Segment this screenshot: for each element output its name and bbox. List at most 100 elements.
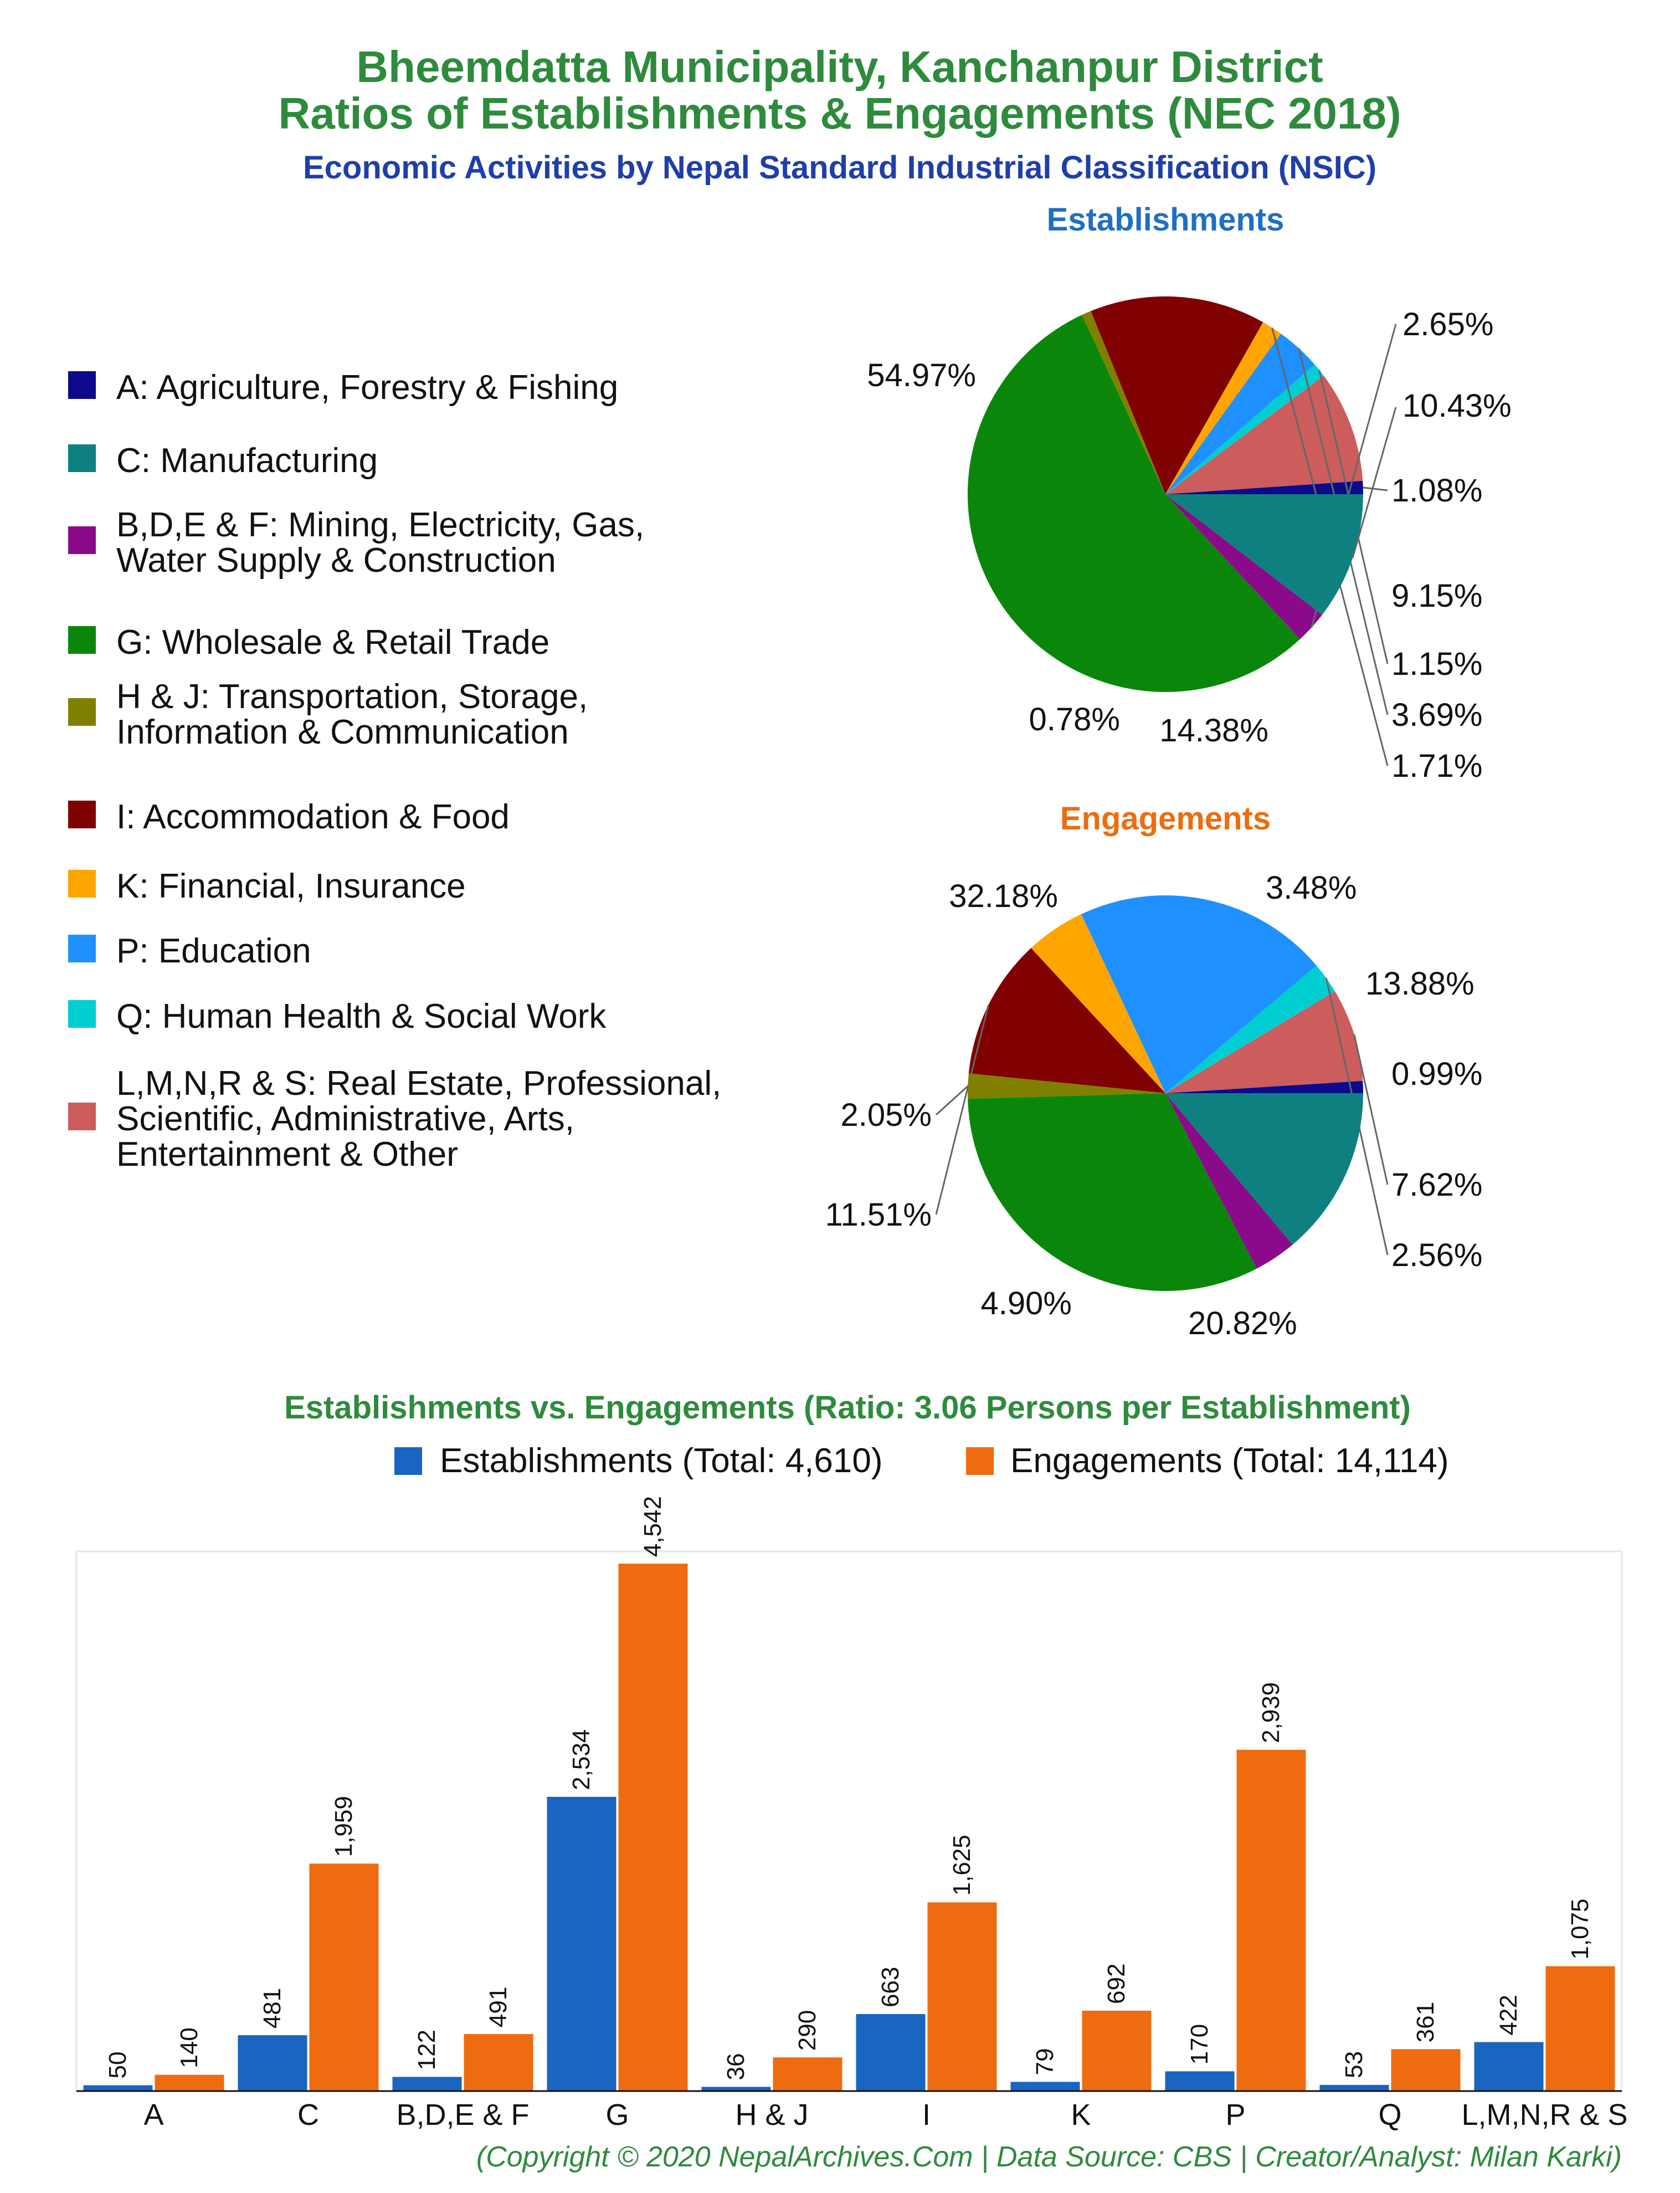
bar (155, 2074, 224, 2091)
bar (618, 1564, 688, 2091)
pie-slice (1165, 322, 1281, 494)
legend-label: G: Wholesale & Retail Trade (116, 623, 549, 662)
pie-slice (1081, 895, 1317, 1093)
legend-swatch (68, 626, 96, 654)
bar (1010, 2082, 1080, 2091)
pie-slice (1031, 914, 1165, 1093)
subtitle: Economic Activities by Nepal Standard In… (303, 150, 1376, 186)
pie-slice (1165, 965, 1335, 1093)
pie-leader-line (1353, 1034, 1389, 1185)
legend-swatch-establishments (394, 1447, 422, 1475)
x-tick-label: Q (1378, 2098, 1401, 2131)
x-tick-label: B,D,E & F (396, 2098, 529, 2131)
pie-establishments-title: Establishments (1047, 202, 1285, 238)
pie-slice (968, 1093, 1257, 1292)
pie-establishments: 1.08% 9.15% 1.15% 3.69% 1.71% 14.38% 0.78% 54.9… (867, 296, 1512, 784)
x-tick-label: K (1071, 2098, 1091, 2131)
legend-swatch (68, 1000, 96, 1028)
pie-percent-label: 32.18% (949, 878, 1058, 914)
bar (1474, 2042, 1544, 2091)
pie-slice (1165, 1093, 1293, 1269)
bar-value-label: 491 (485, 1987, 512, 2027)
legend-label: I: Accommodation & Food (116, 798, 510, 836)
x-tick-label: G (605, 2098, 629, 2131)
bar-value-label: 170 (1186, 2024, 1213, 2064)
pie-percent-label: 1.71% (1391, 748, 1482, 784)
bar (1391, 2049, 1461, 2091)
legend-swatch (68, 935, 96, 962)
pie-leader-line (1363, 486, 1388, 491)
bar-value-label: 361 (1412, 2002, 1439, 2042)
legend-swatch (68, 870, 96, 898)
footer-credit: (Copyright © 2020 NepalArchives.Com | Da… (476, 2141, 1622, 2173)
category-legend: A: Agriculture, Forestry & Fishing C: Man… (68, 368, 721, 1174)
bar-value-label: 2,534 (568, 1729, 595, 1790)
legend-swatch (68, 444, 96, 472)
legend-label: C: Manufacturing (116, 442, 378, 480)
bar (83, 2085, 153, 2091)
legend-swatch (68, 1103, 96, 1130)
pie-slice (968, 948, 1165, 1093)
pie-percent-label: 13.88% (1365, 966, 1475, 1002)
bar-value-label: 1,959 (330, 1796, 357, 1857)
pie-slice (968, 315, 1301, 693)
legend-label: H & J: Transportation, Storage, (116, 678, 588, 716)
bar (856, 2014, 926, 2091)
pie-percent-label: 7.62% (1391, 1167, 1482, 1203)
legend-label-establishments: Establishments (Total: 4,610) (440, 1442, 883, 1480)
pie-leader-line (1352, 407, 1397, 559)
x-tick-label: H & J (735, 2098, 808, 2131)
legend-label-engagements: Engagements (Total: 14,114) (1010, 1442, 1449, 1480)
legend-label: Scientific, Administrative, Arts, (116, 1100, 574, 1138)
bar (1319, 2084, 1389, 2091)
pie-leader-line (935, 1085, 969, 1116)
bar (547, 1796, 616, 2091)
bar (1236, 1750, 1306, 2091)
legend-swatch (68, 801, 96, 828)
bar-value-label: 79 (1031, 2048, 1059, 2075)
pie-percent-label: 0.78% (1029, 701, 1120, 737)
pie-slice (1082, 311, 1165, 494)
bar-value-label: 122 (413, 2030, 440, 2070)
pie-slice (1165, 1093, 1363, 1245)
legend-swatch (68, 698, 96, 726)
pie-percent-label: 14.38% (1159, 713, 1268, 749)
bar-value-label: 422 (1495, 1995, 1522, 2035)
bar-value-label: 140 (176, 2027, 203, 2068)
bar (701, 2087, 771, 2091)
bar-value-label: 4,542 (639, 1496, 666, 1557)
pie-percent-label: 10.43% (1402, 388, 1512, 424)
pie-percent-label: 54.97% (867, 357, 976, 393)
pie-slice (1165, 494, 1323, 639)
bar-value-label: 2,939 (1257, 1682, 1285, 1743)
legend-label: Water Supply & Construction (116, 541, 556, 580)
bar (464, 2034, 533, 2091)
legend-label: K: Financial, Insurance (116, 867, 466, 905)
main-title-line2: Ratios of Establishments & Engagements (… (278, 89, 1401, 138)
pie-percent-label: 2.65% (1402, 306, 1493, 342)
bar-value-label: 692 (1103, 1964, 1130, 2004)
x-tick-label: A (143, 2098, 163, 2131)
pie-slice (968, 1073, 1165, 1099)
bar (1082, 2010, 1152, 2091)
bar-value-label: 290 (794, 2010, 821, 2051)
bar-value-label: 36 (722, 2053, 749, 2081)
legend-label: P: Education (116, 932, 311, 970)
legend-label: B,D,E & F: Mining, Electricity, Gas, (116, 506, 644, 544)
bar-value-label: 50 (104, 2052, 131, 2079)
legend-swatch (68, 371, 96, 399)
pie-percent-label: 2.56% (1391, 1237, 1482, 1273)
bar-legend: Establishments (Total: 4,610) Engagement… (394, 1442, 1449, 1480)
main-title-line1: Bheemdatta Municipality, Kanchanpur Dist… (356, 42, 1323, 91)
legend-swatch-engagements (966, 1447, 994, 1475)
x-tick-label: L,M,N,R & S (1461, 2098, 1627, 2131)
x-tick-label: I (922, 2098, 931, 2131)
bar-value-label: 1,075 (1566, 1899, 1594, 1960)
pie-percent-label: 1.08% (1391, 473, 1482, 509)
pie-percent-label: 3.69% (1391, 697, 1482, 733)
bar (309, 1863, 379, 2091)
legend-label: L,M,N,R & S: Real Estate, Professional, (116, 1064, 721, 1103)
pie-slice (1165, 991, 1363, 1093)
legend-label: Information & Communication (116, 713, 569, 751)
